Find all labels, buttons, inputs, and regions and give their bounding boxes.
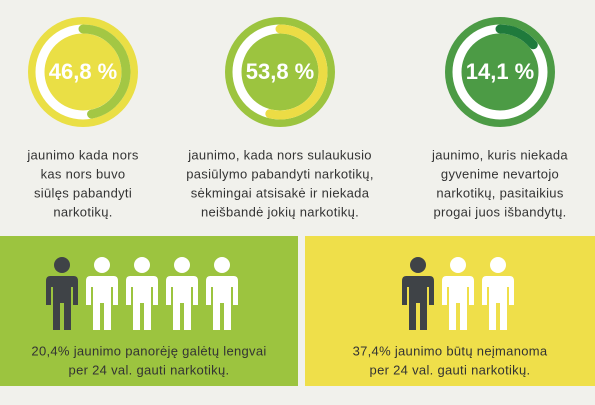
gauge-caption: pasiūlymo pabandyti narkotikų, bbox=[186, 166, 374, 181]
panel-caption: 37,4% jaunimo būtų neįmanoma bbox=[353, 343, 548, 358]
gauge-caption: sėkmingai atsisakė ir niekada bbox=[191, 185, 370, 200]
gauge-inner bbox=[462, 34, 538, 110]
gauge-caption: narkotikų. bbox=[53, 204, 112, 219]
gauge-caption: jaunimo, kuris niekada bbox=[431, 147, 568, 162]
gauge-caption: gyvenime nevartojo bbox=[441, 166, 559, 181]
panel-caption: per 24 val. gauti narkotikų. bbox=[69, 362, 230, 377]
gauge-caption: jaunimo kada nors bbox=[26, 147, 139, 162]
gauge-arc bbox=[265, 24, 328, 120]
gauge-inner bbox=[242, 34, 318, 110]
gauge-caption: progai juos išbandytų. bbox=[433, 204, 566, 219]
gauge-caption: narkotikų, pasitaikius bbox=[436, 185, 563, 200]
gauge-caption: neišbandė jokių narkotikų. bbox=[201, 204, 359, 219]
panel-caption: 20,4% jaunimo panorėję galėtų lengvai bbox=[31, 343, 266, 358]
gauge-arc bbox=[495, 24, 538, 50]
gauge-arc bbox=[78, 24, 131, 119]
gauge-caption: siūlęs pabandyti bbox=[34, 185, 132, 200]
gauge-label: 46,8 % bbox=[49, 59, 118, 84]
gauge-label: 14,1 % bbox=[466, 59, 535, 84]
gauge-label: 53,8 % bbox=[246, 59, 315, 84]
gauge-inner bbox=[45, 34, 121, 110]
gauge-caption: kas nors buvo bbox=[41, 166, 126, 181]
gauge-caption: jaunimo, kada nors sulaukusio bbox=[187, 147, 372, 162]
panel-caption: per 24 val. gauti narkotikų. bbox=[370, 362, 531, 377]
